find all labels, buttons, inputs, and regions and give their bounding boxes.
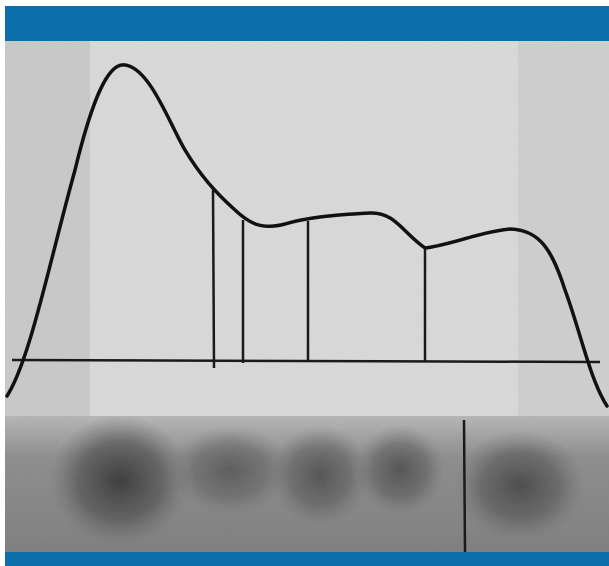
page: [0, 0, 609, 566]
scan-figure: [0, 0, 609, 566]
vertical-line: [213, 190, 214, 368]
band-line: [464, 420, 465, 552]
footer-bar: [5, 552, 609, 566]
scan-image: [5, 41, 609, 552]
header-bar: [5, 6, 609, 41]
